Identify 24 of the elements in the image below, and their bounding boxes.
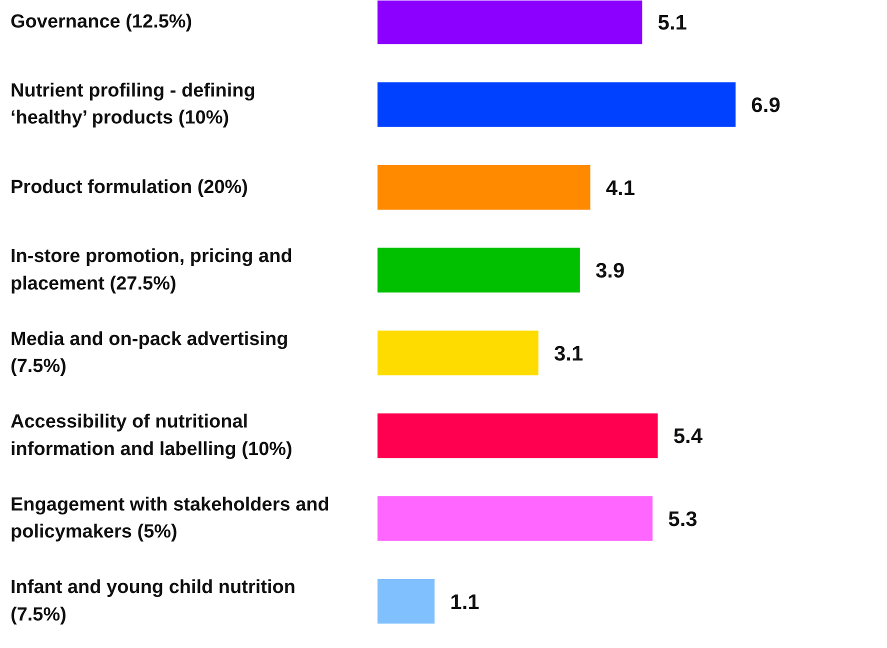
y-tick-label: Nutrient profiling - defining ‘healthy’ products (10%) bbox=[10, 80, 256, 129]
data-label: 5.3 bbox=[668, 508, 698, 532]
bar bbox=[378, 413, 658, 458]
y-tick-label: Engagement with stakeholders and policymakers (5%) bbox=[10, 494, 330, 543]
data-label: 1.1 bbox=[450, 590, 480, 614]
data-label: 3.1 bbox=[554, 342, 584, 366]
y-tick-label: Product formulation (20%) bbox=[10, 176, 248, 198]
bar bbox=[378, 578, 435, 624]
bar bbox=[378, 496, 653, 541]
bar bbox=[378, 330, 538, 376]
bar bbox=[378, 82, 736, 127]
y-tick-label: Infant and young child nutrition (7.5%) bbox=[10, 577, 296, 626]
data-label: 5.1 bbox=[658, 11, 688, 34]
bar bbox=[378, 0, 642, 44]
y-tick-label: In-store promotion, pricing and placement (27.5%) bbox=[10, 246, 292, 294]
data-label: 3.9 bbox=[595, 260, 625, 283]
y-tick-label: Governance (12.5%) bbox=[10, 11, 192, 32]
y-tick-label: Media and on-pack advertising (7.5%) bbox=[10, 328, 288, 378]
data-label: 4.1 bbox=[606, 176, 636, 200]
bar bbox=[378, 165, 590, 210]
data-label: 6.9 bbox=[751, 94, 780, 118]
y-tick-label: Accessibility of nutritional information and labelling (10%) bbox=[10, 412, 292, 460]
data-label: 5.4 bbox=[673, 425, 703, 448]
bar bbox=[378, 248, 580, 292]
